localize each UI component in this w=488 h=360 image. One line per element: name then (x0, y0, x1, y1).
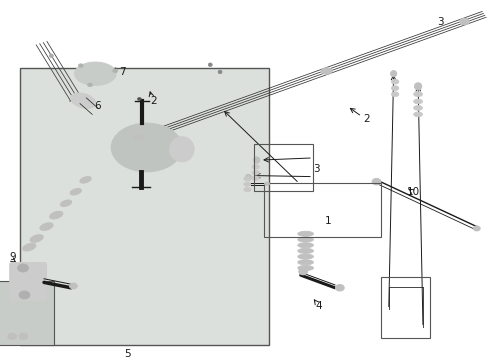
Ellipse shape (252, 171, 259, 175)
Ellipse shape (8, 333, 17, 339)
Ellipse shape (30, 235, 43, 242)
Ellipse shape (413, 105, 422, 110)
Ellipse shape (243, 182, 251, 186)
Ellipse shape (169, 137, 194, 162)
Ellipse shape (253, 157, 260, 163)
Ellipse shape (459, 18, 468, 25)
Text: 7: 7 (119, 67, 125, 77)
Ellipse shape (243, 188, 251, 192)
Ellipse shape (472, 226, 479, 231)
Ellipse shape (74, 62, 116, 85)
Ellipse shape (298, 268, 307, 275)
Ellipse shape (111, 123, 182, 172)
Ellipse shape (390, 71, 396, 77)
Ellipse shape (297, 265, 313, 270)
Ellipse shape (297, 231, 313, 236)
Text: 5: 5 (123, 348, 130, 359)
Ellipse shape (208, 63, 212, 67)
Ellipse shape (78, 64, 83, 67)
Ellipse shape (413, 92, 422, 96)
Ellipse shape (40, 223, 53, 230)
Ellipse shape (297, 248, 313, 253)
Text: 8: 8 (158, 159, 164, 169)
Ellipse shape (413, 112, 422, 117)
Bar (254, 144, 312, 191)
Ellipse shape (23, 243, 36, 251)
Ellipse shape (245, 174, 251, 181)
Text: 1: 1 (324, 216, 330, 226)
Ellipse shape (218, 70, 222, 74)
Ellipse shape (371, 179, 380, 185)
Ellipse shape (113, 69, 118, 73)
Text: 3: 3 (313, 164, 320, 174)
Text: 2: 2 (150, 96, 157, 106)
Ellipse shape (390, 86, 398, 90)
Text: 2: 2 (363, 114, 369, 124)
Ellipse shape (297, 254, 313, 259)
Ellipse shape (252, 165, 259, 169)
Text: 9: 9 (9, 252, 16, 262)
Text: 10: 10 (406, 188, 419, 197)
FancyBboxPatch shape (10, 262, 46, 300)
Ellipse shape (390, 79, 398, 84)
Ellipse shape (18, 264, 28, 272)
Ellipse shape (70, 93, 96, 108)
Ellipse shape (335, 284, 344, 291)
Ellipse shape (413, 99, 422, 104)
Text: 3: 3 (436, 17, 443, 27)
Ellipse shape (137, 98, 141, 100)
Ellipse shape (49, 54, 53, 58)
Ellipse shape (297, 243, 313, 248)
Bar (0, 280, 54, 345)
Ellipse shape (19, 333, 28, 339)
Ellipse shape (50, 211, 62, 219)
Ellipse shape (80, 176, 91, 183)
Ellipse shape (19, 291, 30, 299)
Ellipse shape (60, 200, 72, 207)
Bar (20, 68, 268, 345)
Ellipse shape (390, 92, 398, 96)
Ellipse shape (87, 83, 92, 87)
Text: 6: 6 (94, 101, 101, 111)
Ellipse shape (134, 135, 144, 141)
Ellipse shape (70, 188, 81, 195)
Ellipse shape (414, 83, 421, 90)
Ellipse shape (252, 176, 259, 180)
Ellipse shape (264, 182, 269, 186)
Ellipse shape (243, 177, 251, 181)
Bar (264, 184, 381, 237)
Ellipse shape (297, 260, 313, 265)
Bar (381, 277, 429, 338)
Ellipse shape (297, 237, 313, 242)
Ellipse shape (69, 283, 77, 289)
Text: 4: 4 (315, 301, 322, 311)
Ellipse shape (321, 68, 331, 74)
